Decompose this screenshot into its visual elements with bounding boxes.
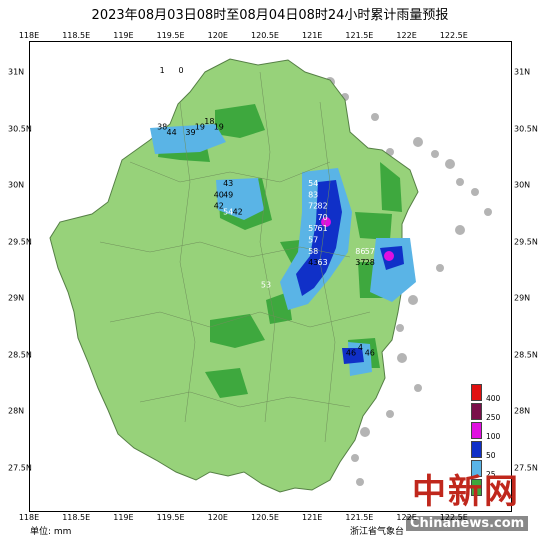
latitude-tick-right: 27.5N	[514, 463, 538, 472]
rain-value: 63	[318, 258, 328, 267]
longitude-tick-top: 118.5E	[62, 31, 91, 40]
rain-value: 70	[318, 213, 328, 222]
longitude-tick-bottom: 120.5E	[251, 513, 279, 522]
legend-swatch	[471, 384, 482, 401]
rain-value: 19	[195, 123, 205, 132]
latitude-tick-right: 31N	[514, 67, 531, 77]
latitude-tick-left: 30.5N	[8, 124, 32, 133]
rain-value: 54	[223, 207, 233, 216]
latitude-tick-right: 28.5N	[514, 350, 538, 359]
longitude-tick-bottom: 121.5E	[345, 513, 374, 522]
longitude-tick-top: 119E	[113, 31, 134, 40]
rain-value: 57	[365, 247, 375, 256]
rain-value: 42	[214, 202, 224, 211]
longitude-tick-bottom: 122.5E	[439, 513, 468, 522]
latitude-tick-left: 27.5N	[8, 463, 32, 472]
longitude-tick-top: 121.5E	[345, 31, 374, 40]
legend-label: 250	[486, 413, 501, 422]
rain-value: 57	[308, 236, 318, 245]
rain-value: 86	[355, 247, 365, 256]
latitude-tick-left: 30N	[8, 180, 25, 190]
rain-value: 39	[185, 128, 195, 137]
longitude-tick-bottom: 118E	[18, 513, 40, 522]
longitude-tick-top: 120.5E	[251, 31, 279, 40]
rain-value: 58	[308, 247, 318, 256]
rain-value: 44	[167, 128, 177, 137]
rain-value: 42	[233, 207, 243, 216]
county-boundaries	[99, 71, 371, 443]
latitude-tick-right: 28N	[514, 406, 531, 416]
rain-value: 53	[261, 281, 271, 290]
unit-label: 单位: mm	[30, 527, 72, 537]
radar-clutter	[325, 77, 492, 486]
rain-value: 18	[204, 117, 214, 126]
longitude-tick-bottom: 122E	[396, 513, 417, 522]
rain-value: 61	[318, 224, 328, 233]
watermark-chinanews-en: Chinanews.com	[406, 516, 529, 531]
longitude-tick-top: 121E	[302, 31, 323, 40]
longitude-tick-top: 118E	[18, 31, 40, 40]
longitude-tick-top: 122E	[396, 31, 417, 40]
province-fill	[49, 58, 419, 493]
map-frame: 1 0 38 44 39 19 18 19 43 40 49 42 54 42 54 83 72 82 70 57 61…	[29, 41, 512, 512]
latitude-tick-right: 29.5N	[514, 237, 538, 246]
watermark-chinanews-cn: 中新网	[412, 472, 520, 512]
rain-value: 54	[308, 179, 318, 188]
map-title: 2023年08月03日08时至08月04日08时24小时累计雨量预报	[91, 8, 449, 23]
rain-value: 0	[178, 66, 183, 75]
longitude-tick-top: 122.5E	[439, 31, 468, 40]
longitude-tick-top: 120E	[207, 31, 228, 40]
latitude-tick-left: 28.5N	[8, 350, 32, 359]
legend-swatch	[471, 403, 482, 420]
rain-value: 72	[308, 202, 318, 211]
latitude-tick-left: 31N	[8, 67, 25, 77]
latitude-tick-left: 29.5N	[8, 237, 32, 246]
legend-label: 50	[486, 451, 496, 460]
rain-value: 83	[308, 190, 318, 199]
rain-value: 82	[318, 202, 328, 211]
latitude-tick-right: 29N	[514, 293, 531, 303]
longitude-tick-bottom: 118.5E	[62, 513, 91, 522]
magenta-rain-zones	[321, 217, 394, 261]
source-label: 浙江省气象台	[350, 527, 405, 537]
latitude-tick-right: 30N	[514, 180, 531, 190]
legend-label: 25	[486, 470, 496, 479]
rain-value: 38	[157, 123, 167, 132]
legend-label: 400	[486, 394, 501, 403]
rain-value: 37	[355, 258, 365, 267]
longitude-tick-bottom: 119.5E	[156, 513, 185, 522]
legend-label: 100	[486, 432, 501, 441]
rain-value: 46	[365, 349, 375, 358]
longitude-tick-bottom: 119E	[113, 513, 134, 522]
latitude-tick-left: 29N	[8, 293, 25, 303]
legend-swatch	[471, 441, 482, 458]
rain-value: 43	[223, 179, 233, 188]
legend-swatch	[471, 460, 482, 477]
rain-value: 40	[214, 190, 224, 199]
rain-value: 4	[358, 343, 363, 352]
legend-swatch	[471, 479, 482, 496]
rain-value: 46	[346, 349, 356, 358]
rain-value: 43	[308, 258, 318, 267]
longitude-tick-bottom: 121E	[302, 513, 323, 522]
latitude-tick-right: 30.5N	[514, 124, 538, 133]
legend-swatch	[471, 422, 482, 439]
rain-value: 28	[365, 258, 375, 267]
longitude-tick-bottom: 120E	[207, 513, 228, 522]
longitude-tick-top: 119.5E	[156, 31, 185, 40]
rain-value: 57	[308, 224, 318, 233]
rainfall-legend: 400 250 100 50 25	[465, 380, 501, 502]
rain-value: 49	[223, 190, 233, 199]
latitude-tick-left: 28N	[8, 406, 25, 416]
rain-value: 19	[214, 123, 224, 132]
rain-value: 1	[160, 66, 165, 75]
